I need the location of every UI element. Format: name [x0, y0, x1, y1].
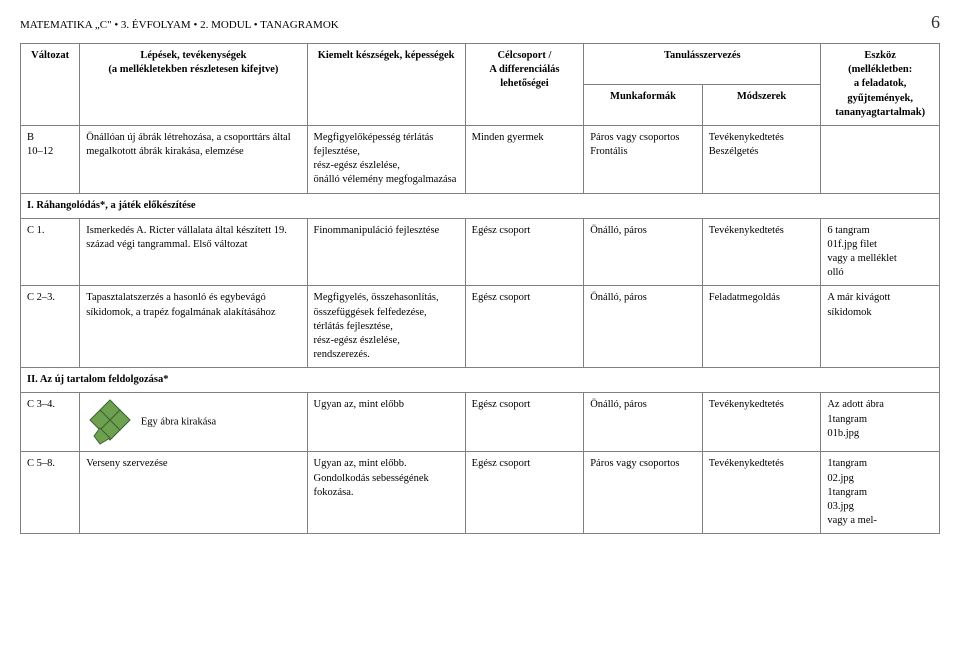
cell-forms: Páros vagy csoportos [584, 452, 703, 534]
cell-steps: Verseny szervezése [80, 452, 307, 534]
table-row: C 2–3.Tapasztalatszerzés a hasonló és eg… [21, 286, 940, 368]
cell-variant: C 2–3. [21, 286, 80, 368]
cell-skills: Ugyan az, mint előbb.Gondolkodás sebessé… [307, 452, 465, 534]
cell-methods: Feladatmegoldás [702, 286, 821, 368]
section-heading: I. Ráhangolódás*, a játék előkészítése [21, 193, 940, 218]
header-skills: Kiemelt készségek, képességek [307, 44, 465, 126]
table-row: II. Az új tartalom feldolgozása* [21, 368, 940, 393]
cell-steps: Ismerkedés A. Ricter vállalata által kés… [80, 218, 307, 286]
table-row: C 5–8.Verseny szervezéseUgyan az, mint e… [21, 452, 940, 534]
cell-forms: Önálló, páros [584, 393, 703, 452]
cell-steps: Egy ábra kirakása [80, 393, 307, 452]
cell-methods: Tevékenykedtetés [702, 393, 821, 452]
header-tools: Eszköz(mellékletben:a feladatok,gyűjtemé… [821, 44, 940, 126]
cell-methods: Tevékenykedtetés [702, 452, 821, 534]
cell-target: Minden gyermek [465, 125, 584, 193]
header-variant: Változat [21, 44, 80, 126]
header-steps: Lépések, tevékenységek(a mellékletekben … [80, 44, 307, 126]
cell-forms: Önálló, páros [584, 286, 703, 368]
page-number: 6 [931, 12, 940, 33]
cell-skills: Ugyan az, mint előbb [307, 393, 465, 452]
header-forms: Munkaformák [584, 84, 703, 125]
table-body: B10–12Önállóan új ábrák létrehozása, a c… [21, 125, 940, 533]
curriculum-table: Változat Lépések, tevékenységek(a mellék… [20, 43, 940, 534]
cell-variant: C 3–4. [21, 393, 80, 452]
table-row: C 1.Ismerkedés A. Ricter vállalata által… [21, 218, 940, 286]
cell-steps: Tapasztalatszerzés a hasonló és egybevág… [80, 286, 307, 368]
header-title: MATEMATIKA „C" • 3. ÉVFOLYAM • 2. MODUL … [20, 19, 339, 31]
cell-skills: Megfigyelőképesség térlátás fejlesztése,… [307, 125, 465, 193]
header-target: Célcsoport /A differenciálás lehetőségei [465, 44, 584, 126]
cell-tools: Az adott ábra1tangram01b.jpg [821, 393, 940, 452]
table-row: I. Ráhangolódás*, a játék előkészítése [21, 193, 940, 218]
cell-steps: Önállóan új ábrák létrehozása, a csoport… [80, 125, 307, 193]
cell-variant: C 5–8. [21, 452, 80, 534]
header-org: Tanulásszervezés [584, 44, 821, 85]
page-header: MATEMATIKA „C" • 3. ÉVFOLYAM • 2. MODUL … [20, 12, 940, 33]
cell-tools [821, 125, 940, 193]
cell-variant: B10–12 [21, 125, 80, 193]
table-row: B10–12Önállóan új ábrák létrehozása, a c… [21, 125, 940, 193]
cell-tools: 1tangram02.jpg1tangram03.jpgvagy a mel- [821, 452, 940, 534]
cell-methods: Tevékenykedtetés [702, 218, 821, 286]
cell-forms: Önálló, páros [584, 218, 703, 286]
cell-tools: A már kivágott síkidomok [821, 286, 940, 368]
cell-target: Egész csoport [465, 286, 584, 368]
cell-skills: Megfigyelés, összehasonlítás, összefüggé… [307, 286, 465, 368]
cell-skills: Finommanipuláció fejlesztése [307, 218, 465, 286]
cell-variant: C 1. [21, 218, 80, 286]
cell-target: Egész csoport [465, 393, 584, 452]
cell-target: Egész csoport [465, 218, 584, 286]
cell-tools: 6 tangram01f.jpg filetvagy a mellékletol… [821, 218, 940, 286]
cell-forms: Páros vagy csoportosFrontális [584, 125, 703, 193]
cell-methods: TevékenykedtetésBeszélgetés [702, 125, 821, 193]
table-row: C 3–4. Egy ábra kirakásaUgyan az, mint e… [21, 393, 940, 452]
cell-target: Egész csoport [465, 452, 584, 534]
table-header: Változat Lépések, tevékenységek(a mellék… [21, 44, 940, 126]
header-methods: Módszerek [702, 84, 821, 125]
section-heading: II. Az új tartalom feldolgozása* [21, 368, 940, 393]
tangram-icon [86, 398, 134, 446]
